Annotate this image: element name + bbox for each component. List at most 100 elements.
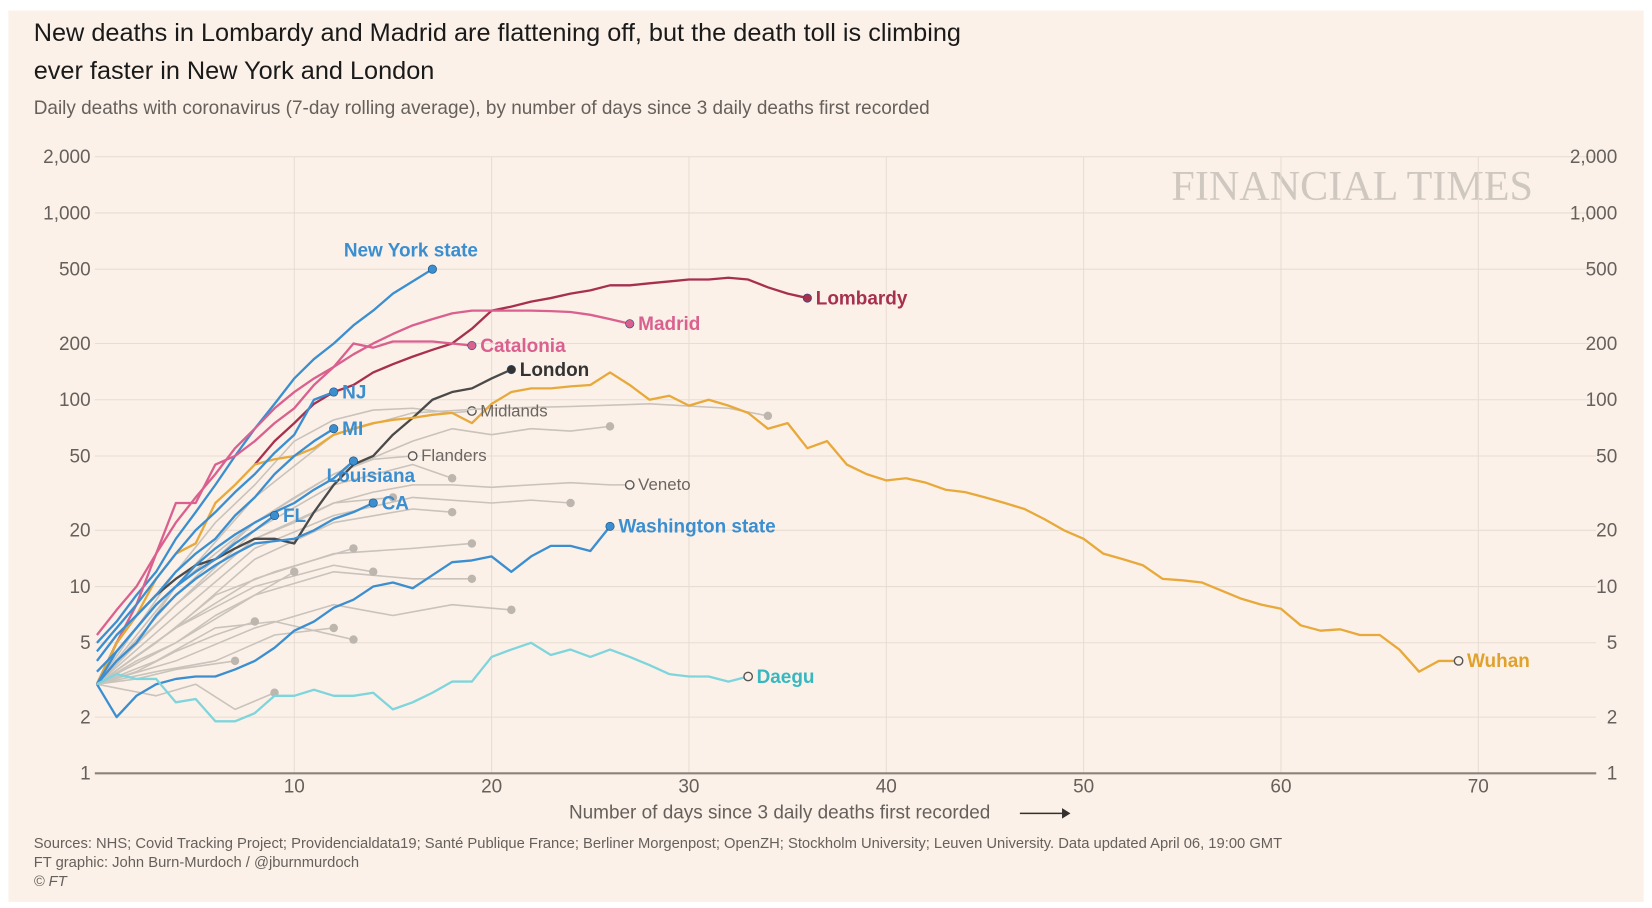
chart-subtitle: Daily deaths with coronavirus (7-day rol… [33, 96, 930, 119]
series-label-ca: CA [382, 493, 410, 514]
y-tick-label-right: 200 [1586, 334, 1618, 355]
series-label-new-york-state: New York state [344, 241, 478, 262]
end-dot [467, 574, 477, 584]
ft-watermark: FINANCIAL TIMES [1171, 163, 1533, 210]
y-tick-label-right: 2,000 [1570, 147, 1617, 168]
y-tick-label-right: 10 [1596, 577, 1617, 598]
series-line-catalonia [95, 340, 473, 685]
series-line-region [96, 508, 453, 685]
end-dot [250, 617, 260, 626]
copyright-note: © FT [33, 872, 67, 890]
end-dot-washington-state [605, 521, 615, 531]
series-label-veneto: Veneto [638, 475, 690, 494]
y-tick-label-right: 2 [1607, 707, 1618, 728]
grid: 1 1 2 2 5 5 10 10 20 20 50 50 100 100 200 200 500 500 1,00… [43, 147, 1617, 797]
chart-title: New deaths in Lombardy and Madrid are fl… [33, 18, 961, 86]
series-label-mi: MI [342, 419, 363, 440]
x-tick-label: 70 [1468, 776, 1489, 797]
series-label-nj: NJ [342, 382, 366, 403]
series-line-ca [96, 501, 374, 685]
series-line-region [96, 660, 236, 685]
series-line-region [96, 603, 512, 685]
x-axis-label: Number of days since 3 daily deaths firs… [569, 803, 990, 824]
x-tick-label: 20 [481, 776, 502, 797]
series-label-washington-state: Washington state [618, 517, 775, 538]
end-dot [349, 635, 358, 644]
series-line-lombardy [253, 276, 808, 466]
series-line-madrid [96, 309, 631, 636]
series-line-new-york-state [96, 268, 434, 644]
end-dot-veneto [624, 480, 635, 490]
series-label-midlands: Midlands [480, 401, 547, 420]
series-line-fl [96, 514, 276, 673]
end-dot [230, 656, 240, 666]
series-label-catalonia: Catalonia [480, 336, 566, 357]
end-dot [467, 539, 477, 548]
series-label-louisiana: Louisiana [327, 466, 416, 487]
series-label-flanders: Flanders [421, 446, 487, 465]
y-tick-label-right: 5 [1607, 633, 1618, 654]
series-line-mi [96, 427, 335, 662]
x-tick-label: 40 [876, 776, 897, 797]
end-dot [566, 498, 575, 508]
end-dot-london [506, 365, 516, 375]
y-tick-label-left: 50 [70, 446, 91, 467]
y-tick-label-left: 1 [80, 764, 91, 785]
series-label-daegu: Daegu [757, 667, 815, 688]
x-tick-label: 10 [284, 776, 305, 797]
end-dot-madrid [625, 319, 635, 329]
y-tick-label-right: 1,000 [1570, 203, 1617, 224]
y-tick-label-right: 1 [1607, 764, 1618, 785]
end-dot-ca [368, 498, 378, 508]
y-tick-label-left: 500 [59, 259, 91, 280]
end-dot [329, 623, 338, 633]
end-dot [349, 544, 358, 553]
series-label-london: London [520, 360, 589, 381]
end-dot [447, 507, 457, 517]
series-line-daegu [96, 641, 749, 723]
y-tick-label-right: 50 [1596, 446, 1617, 467]
end-dot [763, 411, 773, 421]
series-line-washington-state [95, 525, 611, 719]
series-label-wuhan: Wuhan [1467, 651, 1530, 672]
end-dot-flanders [407, 451, 418, 461]
end-dot [507, 605, 516, 615]
end-dot-louisiana [348, 456, 359, 466]
series-line-region [96, 683, 275, 711]
end-dot-fl [270, 510, 280, 521]
end-dot-wuhan [1453, 655, 1464, 666]
y-tick-label-left: 100 [59, 390, 91, 411]
series-line-region [96, 547, 354, 685]
x-tick-label: 30 [678, 776, 699, 797]
series-line-wuhan [95, 371, 1459, 685]
series-label-lombardy: Lombardy [816, 288, 908, 309]
series-group [95, 264, 1464, 723]
x-tick-label: 50 [1073, 776, 1094, 797]
y-tick-label-left: 20 [70, 521, 91, 542]
end-dot [605, 422, 615, 431]
x-axis-arrow [1019, 808, 1071, 819]
end-dot [388, 493, 398, 502]
end-dot [447, 474, 457, 483]
end-dot-new-york-state [427, 264, 437, 274]
end-dot-lombardy [802, 293, 812, 303]
end-dot-midlands [466, 406, 477, 416]
y-tick-label-left: 1,000 [43, 203, 90, 224]
end-dot-mi [329, 424, 339, 434]
x-tick-label: 60 [1270, 776, 1291, 797]
y-tick-label-left: 10 [70, 577, 91, 598]
y-tick-label-left: 2 [80, 707, 91, 728]
y-tick-label-right: 20 [1596, 521, 1617, 542]
sources-note: Sources: NHS; Covid Tracking Project; Pr… [33, 834, 1283, 852]
series-line-region [96, 627, 334, 685]
series-line-london [95, 368, 512, 685]
y-tick-label-right: 100 [1586, 390, 1618, 411]
y-tick-label-right: 500 [1586, 259, 1618, 280]
end-dot [368, 567, 378, 576]
y-tick-label-left: 2,000 [43, 147, 90, 168]
series-line-nj [96, 390, 335, 653]
series-labels: Midlands Flanders Veneto New York state Lomb… [283, 241, 1530, 688]
y-tick-label-left: 5 [80, 633, 91, 654]
